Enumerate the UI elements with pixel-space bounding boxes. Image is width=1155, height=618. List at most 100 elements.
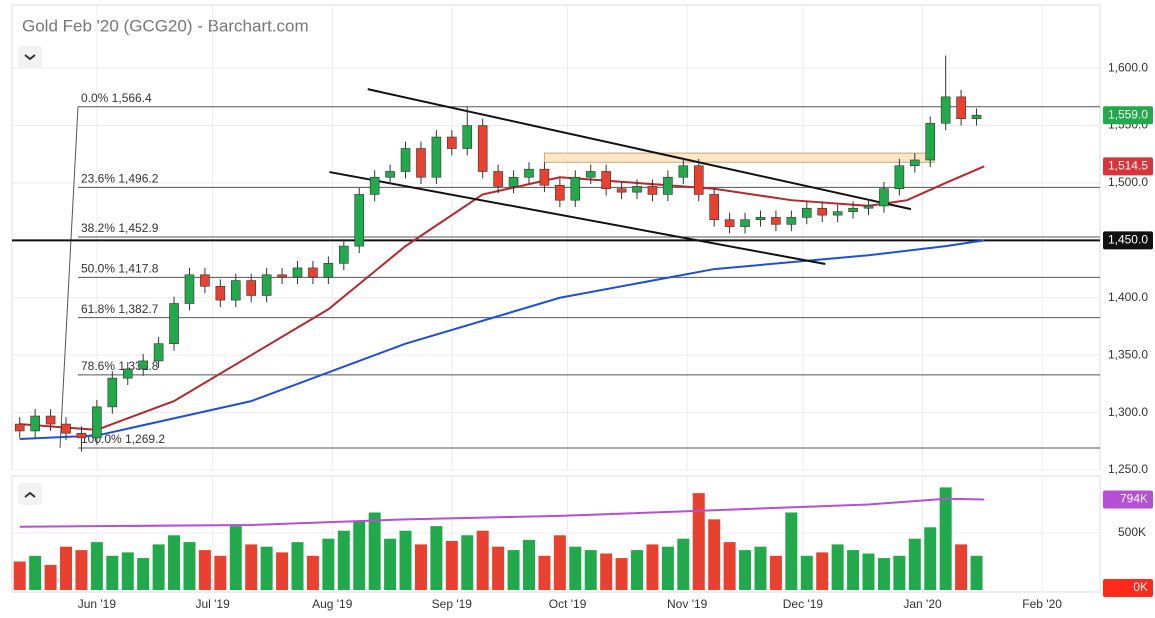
candle-body — [555, 184, 565, 201]
expand-button[interactable] — [18, 483, 42, 505]
value-badge-label: 1,450.0 — [1108, 233, 1148, 247]
volume-average — [19, 497, 985, 528]
volume-bar — [692, 493, 705, 590]
volume-bar — [800, 555, 813, 590]
candle-body — [184, 274, 195, 304]
volume-bar — [276, 552, 289, 590]
volume-bar — [44, 564, 57, 590]
volume-bar — [260, 546, 273, 590]
volume-bar — [445, 540, 458, 590]
value-badge — [1103, 106, 1153, 125]
volume-bar — [121, 552, 134, 590]
y-tick-label: 1,250.0 — [1108, 462, 1148, 476]
value-badge-label: 0K — [1133, 580, 1148, 594]
candle-body — [647, 186, 658, 195]
volume-bar — [677, 538, 690, 590]
trend-line — [329, 171, 826, 266]
volume-bar — [538, 555, 551, 590]
value-badge-label: 794K — [1120, 492, 1148, 506]
candle-body — [879, 188, 889, 207]
volume-bar — [183, 542, 196, 590]
x-tick-label: Dec '19 — [783, 597, 824, 611]
volume-bar — [924, 527, 937, 590]
y-tick-label: 1,350.0 — [1108, 347, 1148, 361]
volume-bar — [939, 487, 952, 590]
candle-body — [740, 219, 750, 227]
candle-body — [431, 136, 442, 178]
candle-body — [832, 211, 843, 216]
candle-body — [709, 194, 719, 221]
volume-bar — [60, 546, 73, 590]
candle-body — [385, 171, 395, 178]
volume-bar — [137, 558, 150, 590]
candle-body — [261, 274, 272, 296]
volume-bar — [877, 558, 890, 590]
volume-bar — [229, 526, 242, 590]
candle-body — [894, 165, 905, 190]
volume-bar — [214, 555, 227, 590]
volume-bar — [553, 535, 566, 590]
volume-bar — [13, 561, 26, 590]
y-tick-label: 500K — [1118, 525, 1146, 539]
volume-bar — [600, 553, 613, 590]
fib-label: 0.0% 1,566.4 — [81, 91, 152, 105]
volume-bar — [708, 519, 721, 590]
value-badge-label: 1,514.5 — [1108, 158, 1148, 172]
volume-bar — [414, 544, 427, 590]
candle-body — [277, 274, 287, 278]
candle-body — [632, 186, 642, 193]
candle-body — [246, 280, 257, 296]
trend-line — [367, 88, 912, 211]
candle-body — [14, 423, 25, 432]
candle-body — [956, 96, 966, 119]
volume-bar — [353, 521, 366, 590]
value-badge — [1103, 231, 1153, 250]
candle-body — [416, 148, 426, 178]
collapse-button[interactable] — [18, 46, 42, 68]
candle-body — [153, 343, 164, 362]
candle-body — [92, 406, 102, 439]
volume-bar — [522, 539, 535, 590]
y-tick-label: 1,600.0 — [1108, 60, 1148, 74]
volume-bar — [291, 542, 304, 590]
volume-bar — [384, 538, 397, 590]
x-tick-label: Feb '20 — [1022, 597, 1062, 611]
candle-body — [30, 415, 40, 432]
candle-body — [122, 368, 133, 379]
volume-bar — [322, 538, 335, 590]
candle-body — [323, 263, 334, 278]
candle-body — [400, 148, 411, 172]
candle-body — [524, 168, 534, 178]
value-badge — [1103, 157, 1153, 176]
y-tick-label: 1,400.0 — [1108, 290, 1148, 304]
candle-body — [45, 415, 56, 425]
volume-bar — [955, 544, 968, 590]
volume-bar — [615, 558, 628, 590]
x-tick-label: Sep '19 — [432, 597, 473, 611]
candle-body — [616, 188, 627, 193]
volume-bar — [507, 550, 520, 590]
moving-average — [19, 165, 985, 431]
volume-bar — [908, 538, 921, 590]
moving-average — [19, 239, 985, 440]
y-tick-label: 1,300.0 — [1108, 405, 1148, 419]
candle-body — [292, 267, 303, 278]
volume-bar — [816, 552, 829, 590]
volume-bar — [368, 512, 381, 590]
candle-body — [138, 360, 148, 370]
candle-body — [910, 159, 920, 167]
candle-body — [107, 377, 118, 408]
value-badge — [1103, 490, 1153, 509]
candle-body — [786, 217, 797, 225]
candle-body — [848, 207, 858, 212]
volume-bar — [430, 526, 443, 590]
volume-bar — [245, 544, 258, 590]
volume-bar — [306, 555, 319, 590]
x-tick-label: Aug '19 — [312, 597, 353, 611]
x-tick-label: Jun '19 — [78, 597, 117, 611]
volume-bar — [168, 535, 181, 590]
volume-bar — [75, 550, 88, 590]
candle-body — [663, 176, 673, 195]
volume-bar — [584, 550, 597, 590]
